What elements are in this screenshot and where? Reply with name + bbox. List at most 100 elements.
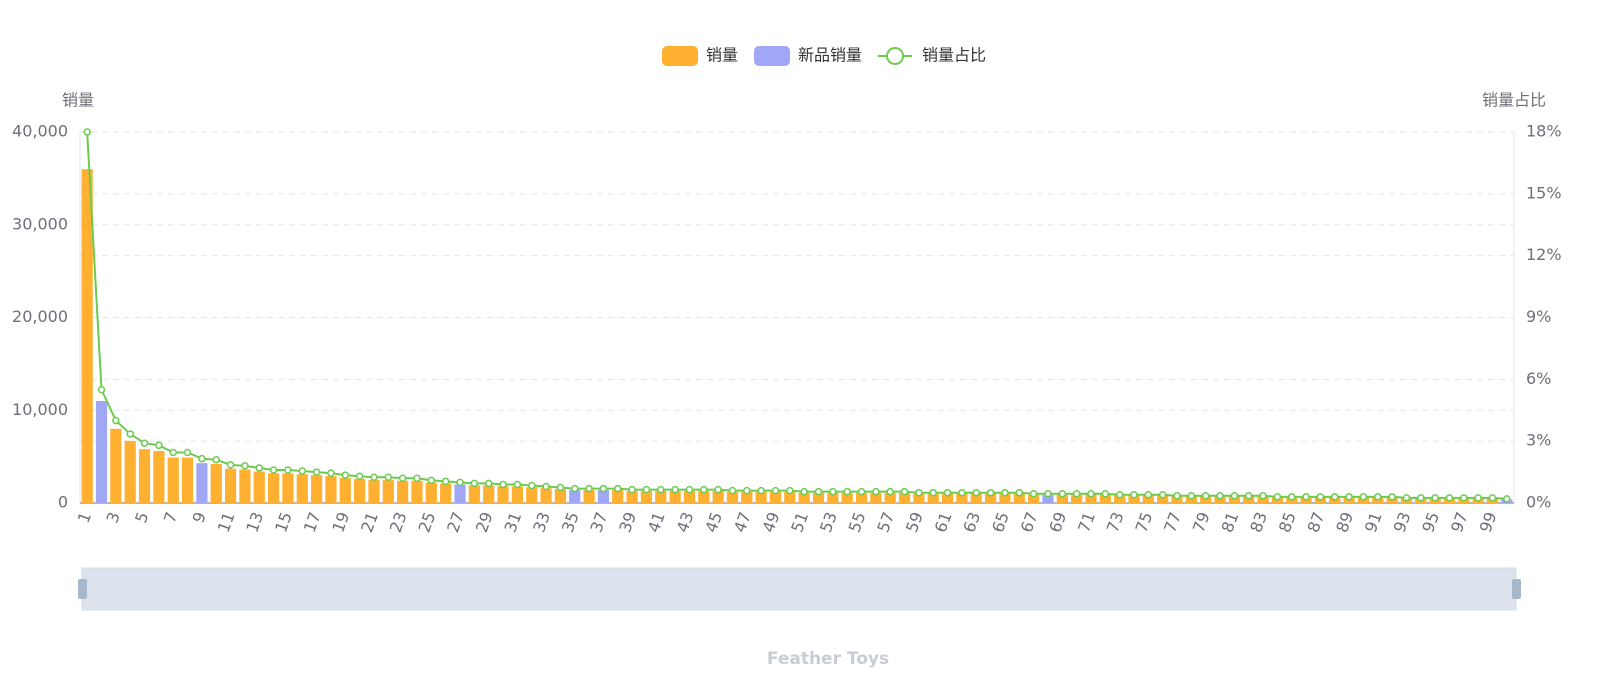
bar <box>354 478 366 503</box>
x-tick-label: 41 <box>644 509 669 535</box>
point <box>1417 494 1425 502</box>
bar <box>296 474 308 503</box>
point <box>1244 492 1253 500</box>
point <box>857 487 866 496</box>
x-tick-label: 61 <box>931 509 956 535</box>
bar <box>468 485 480 503</box>
point <box>241 462 249 470</box>
legend-label: 新品销量 <box>798 46 862 65</box>
point <box>886 487 894 496</box>
x-tick-label: 3 <box>102 509 123 525</box>
x-tick-label: 75 <box>1131 509 1156 535</box>
point <box>126 430 134 438</box>
point <box>614 484 622 493</box>
point <box>1359 493 1368 501</box>
point <box>1388 493 1396 501</box>
x-tick-label: 13 <box>242 509 267 535</box>
bar <box>540 488 552 503</box>
point <box>441 477 450 486</box>
point <box>470 479 479 488</box>
x-tick-label: 11 <box>214 509 239 535</box>
bar <box>253 471 265 503</box>
zoom-slider[interactable] <box>81 567 1517 611</box>
x-tick-label: 93 <box>1390 509 1415 535</box>
point <box>943 488 952 497</box>
bar <box>526 487 538 503</box>
point <box>657 485 665 494</box>
x-tick-label: 89 <box>1332 509 1357 535</box>
point <box>112 416 120 425</box>
bar <box>1200 496 1212 503</box>
bar <box>397 480 409 503</box>
x-tick-label: 9 <box>189 509 210 525</box>
point <box>900 487 909 496</box>
y2-tick-label: 15% <box>1526 183 1562 202</box>
bar <box>1071 494 1083 503</box>
x-tick-label: 31 <box>501 509 526 535</box>
point <box>1374 493 1382 501</box>
x-tick-label: 65 <box>988 509 1013 535</box>
x-tick-label: 83 <box>1246 509 1271 535</box>
y-tick-label: 0 <box>58 493 68 512</box>
bar <box>726 491 739 503</box>
x-tick-label: 1 <box>74 509 95 525</box>
legend-icon <box>754 46 791 66</box>
line <box>86 131 1507 500</box>
y2-tick-label: 9% <box>1526 307 1551 326</box>
point <box>413 474 421 483</box>
point <box>1431 494 1439 502</box>
point <box>1187 492 1196 500</box>
bar <box>339 477 351 503</box>
point <box>169 448 177 457</box>
y2-tick-label: 0% <box>1526 493 1551 512</box>
x-tick-label: 33 <box>529 509 554 535</box>
bar <box>282 473 294 503</box>
bar <box>167 457 179 503</box>
bar <box>712 490 724 503</box>
bar <box>1171 496 1183 503</box>
bar <box>941 493 954 503</box>
x-tick-label: 39 <box>615 509 640 535</box>
bar <box>870 492 882 503</box>
point <box>1072 489 1081 498</box>
x-tick-label: 59 <box>902 509 927 535</box>
bar <box>1028 494 1040 503</box>
bar <box>569 490 581 503</box>
point <box>527 481 536 490</box>
zoom-handle[interactable] <box>1512 579 1521 599</box>
point <box>226 461 235 469</box>
y2-tick-label: 6% <box>1526 369 1551 388</box>
x-tick-label: 5 <box>131 509 152 525</box>
bar <box>239 469 251 503</box>
point <box>284 466 292 474</box>
point <box>1503 495 1511 503</box>
y2-tick-label: 3% <box>1526 431 1551 450</box>
y-tick-label: 40,000 <box>12 122 68 141</box>
bar <box>626 490 638 503</box>
x-tick-label: 21 <box>357 509 382 535</box>
bar <box>855 492 868 503</box>
x-tick-label: 27 <box>443 509 468 535</box>
point <box>1029 489 1038 498</box>
bar <box>368 479 380 503</box>
bar <box>1128 495 1140 503</box>
point <box>843 487 851 496</box>
bar <box>325 476 337 503</box>
point <box>585 484 593 493</box>
bar <box>311 475 323 503</box>
bar <box>440 483 452 503</box>
point <box>1273 493 1282 501</box>
point <box>972 488 980 497</box>
point <box>599 484 608 493</box>
point <box>800 487 808 496</box>
point <box>1087 489 1095 498</box>
zoom-handle[interactable] <box>78 579 87 599</box>
bar <box>1185 496 1197 503</box>
point <box>570 484 579 493</box>
point <box>1101 489 1110 498</box>
point <box>743 486 751 495</box>
point <box>1316 493 1325 501</box>
bar <box>655 490 667 503</box>
